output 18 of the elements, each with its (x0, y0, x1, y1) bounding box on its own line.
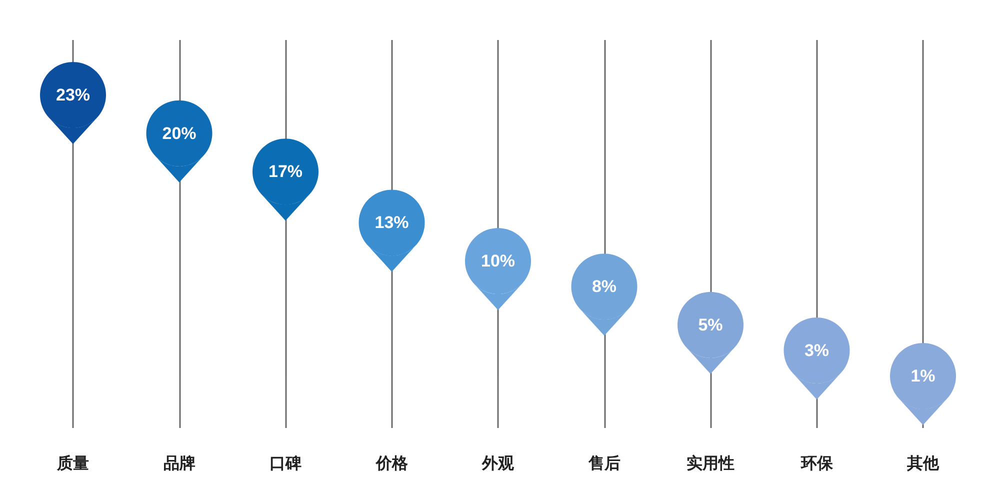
x-tick-label: 质量 (56, 454, 89, 472)
data-label: 10% (480, 252, 516, 271)
data-label: 3% (804, 340, 830, 360)
x-tick-label: 售后 (587, 454, 620, 472)
x-tick-label: 价格 (374, 454, 409, 472)
x-tick-label: 实用性 (686, 454, 734, 472)
data-label: 20% (162, 124, 196, 143)
data-label: 17% (268, 162, 303, 182)
x-tick-label: 品牌 (163, 454, 196, 472)
x-tick-label: 其他 (906, 454, 940, 472)
data-label: 8% (592, 277, 617, 296)
x-tick-label: 环保 (800, 454, 834, 472)
x-tick-label: 口碑 (270, 454, 302, 472)
x-tick-label: 外观 (481, 454, 515, 472)
data-label: 1% (910, 366, 936, 386)
data-label: 5% (698, 315, 723, 334)
data-label: 23% (56, 86, 90, 104)
data-label: 13% (374, 213, 409, 232)
